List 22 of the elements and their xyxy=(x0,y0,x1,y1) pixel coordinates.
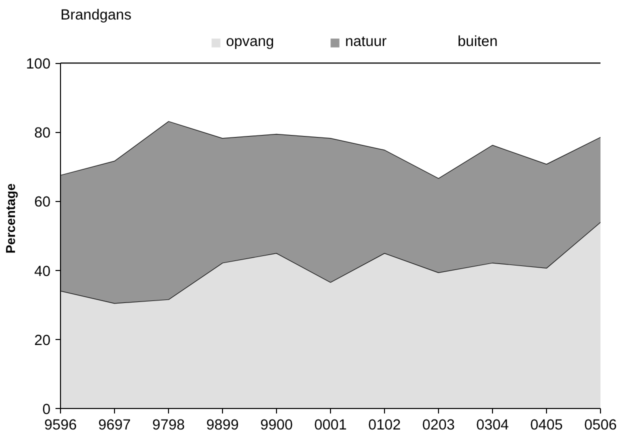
x-tick-label: 9899 xyxy=(206,418,239,434)
x-tick-label: 0405 xyxy=(530,418,563,434)
x-tick-label: 9596 xyxy=(44,418,77,434)
x-tick-label: 0506 xyxy=(584,418,617,434)
x-tick-label: 0001 xyxy=(314,418,347,434)
y-tick-label: 60 xyxy=(34,194,51,211)
x-tick-label: 9900 xyxy=(260,418,293,434)
legend-label: opvang xyxy=(226,34,274,50)
y-tick-label: 100 xyxy=(26,56,51,73)
x-tick-label: 0304 xyxy=(476,418,509,434)
y-tick-label: 40 xyxy=(34,264,51,280)
y-axis-title: Percentage xyxy=(3,183,18,254)
y-tick-label: 0 xyxy=(42,402,51,418)
x-tick-label: 9798 xyxy=(152,418,185,434)
series-label: buiten xyxy=(458,34,498,50)
legend-label: natuur xyxy=(345,34,387,50)
x-tick-label: 0102 xyxy=(368,418,401,434)
y-tick-label: 20 xyxy=(34,332,51,349)
x-tick-label: 0203 xyxy=(422,418,455,434)
x-tick-label: 9697 xyxy=(98,418,131,434)
y-tick-label: 80 xyxy=(34,126,51,142)
chart-title: Brandgans xyxy=(60,8,132,24)
